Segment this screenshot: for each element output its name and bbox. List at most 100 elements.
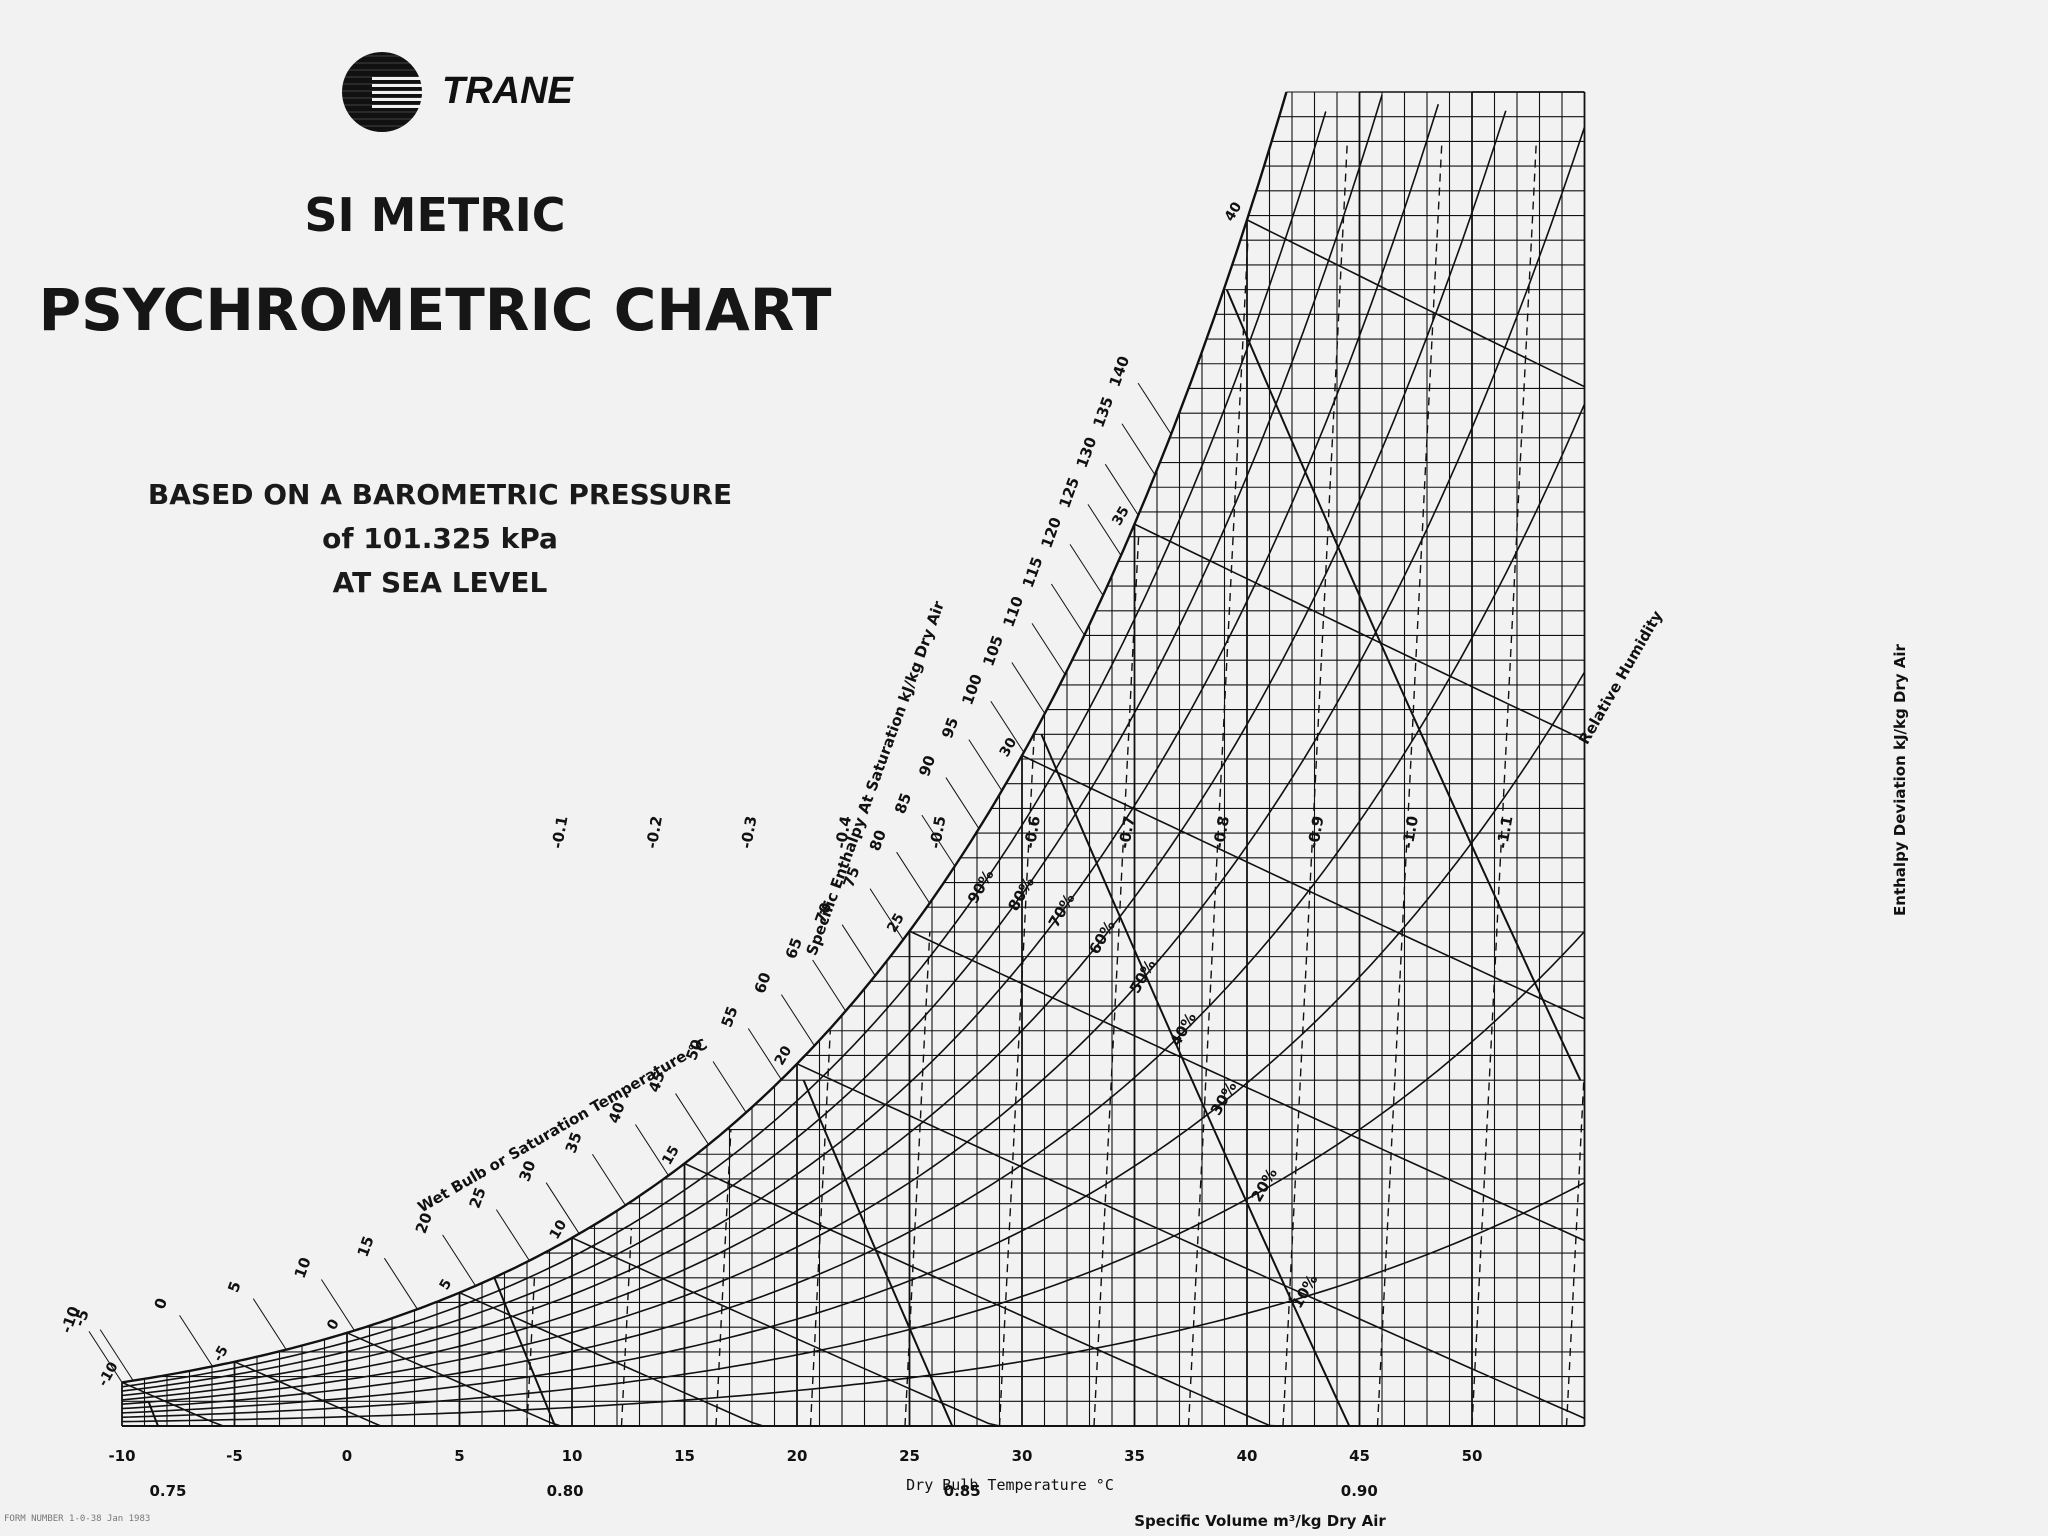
wet-bulb-line <box>909 930 1585 1242</box>
wet-bulb-line <box>684 1162 1281 1427</box>
enthalpy-tick-label: 15 <box>354 1234 378 1260</box>
enthalpy-deviation-label: -0.1 <box>548 815 571 850</box>
wet-bulb-label: 30 <box>997 735 1021 760</box>
rh-label: 40% <box>1166 1009 1200 1049</box>
rh-curve <box>121 110 1507 1401</box>
enthalpy-scale-tick <box>780 994 815 1046</box>
chart-curves <box>121 91 1586 1427</box>
rh-label: 20% <box>1247 1165 1281 1205</box>
enthalpy-deviation-line <box>1187 240 1249 1427</box>
form-number: FORM NUMBER 1-0-38 Jan 1983 <box>4 1514 151 1524</box>
enthalpy-tick-label: 30 <box>515 1158 539 1184</box>
enthalpy-scale-tick <box>179 1315 213 1367</box>
enthalpy-scale-tick <box>675 1093 709 1145</box>
enthalpy-deviation-label: -0.5 <box>926 815 949 850</box>
enthalpy-deviation-line <box>1376 141 1443 1427</box>
enthalpy-deviation-line <box>620 1228 633 1427</box>
enthalpy-tick-label: 105 <box>979 633 1007 669</box>
enthalpy-deviation-label: -0.2 <box>643 815 666 850</box>
wet-bulb-label: 25 <box>884 911 908 936</box>
enthalpy-deviation-label: -0.8 <box>1210 815 1233 850</box>
rh-scale-title: Relative Humidity <box>1575 607 1666 747</box>
specific-volume-line <box>802 1079 954 1427</box>
specific-volume-line <box>493 1277 557 1427</box>
enthalpy-deviation-line <box>904 931 931 1427</box>
enthalpy-deviation-label: -1.0 <box>1399 815 1422 850</box>
enthalpy-tick-label: 135 <box>1089 394 1117 430</box>
pressure-note-line3: AT SEA LEVEL <box>332 566 548 599</box>
pressure-note-line1: BASED ON A BAROMETRIC PRESSURE <box>147 478 733 511</box>
specific-volume-label: 0.85 <box>944 1482 981 1500</box>
specific-volume-line <box>1040 733 1351 1427</box>
enthalpy-tick-label: 10 <box>291 1255 315 1281</box>
brand-name: TRANE <box>442 70 573 112</box>
rh-label: 30% <box>1207 1078 1241 1118</box>
enthalpy-tick-label: 100 <box>958 672 986 708</box>
enthalpy-tick-label: 65 <box>782 935 806 961</box>
enthalpy-tick-label: 115 <box>1019 555 1047 591</box>
wet-bulb-line <box>1246 219 1585 388</box>
rh-curve <box>121 111 1327 1388</box>
x-tick-label: 45 <box>1349 1447 1370 1465</box>
wet-bulb-label: -10 <box>95 1359 122 1389</box>
rh-curve <box>121 1181 1585 1423</box>
enthalpy-deviation-label: -0.9 <box>1304 815 1327 850</box>
specific-volume-title: Specific Volume m³/kg Dry Air <box>1134 1512 1386 1530</box>
enthalpy-deviation-line <box>526 1277 536 1427</box>
enthalpy-deviation-line <box>998 734 1035 1427</box>
enthalpy-deviation-label: -0.3 <box>737 815 760 850</box>
specific-volume-line <box>1225 289 1582 1081</box>
rh-curve <box>121 94 1383 1392</box>
x-tick-label: 30 <box>1012 1447 1033 1465</box>
enthalpy-scale-tick <box>1011 662 1046 714</box>
x-tick-label: -10 <box>108 1447 135 1465</box>
enthalpy-scale-tick <box>945 777 980 829</box>
enthalpy-deviation-line <box>1093 536 1140 1427</box>
enthalpy-scale-tick <box>252 1298 287 1350</box>
x-axis-title: Dry Bulb Temperature °C <box>906 1476 1114 1494</box>
enthalpy-tick-label: 0 <box>151 1296 171 1312</box>
x-tick-label: 50 <box>1462 1447 1483 1465</box>
chart-title-line1: SI METRIC <box>304 188 566 242</box>
rh-curve <box>121 126 1586 1405</box>
enthalpy-scale-tick <box>921 814 956 867</box>
enthalpy-tick-label: 125 <box>1055 475 1083 511</box>
chart-title-line2: PSYCHROMETRIC CHART <box>38 276 832 344</box>
rh-label: 90% <box>964 867 998 907</box>
wet-bulb-title: Wet Bulb or Saturation Temperature °C <box>415 1035 711 1216</box>
wet-bulb-line <box>121 1381 224 1427</box>
wet-bulb-label: -5 <box>210 1343 232 1364</box>
enthalpy-scale-tick <box>747 1028 782 1080</box>
enthalpy-tick-label: 80 <box>866 828 890 854</box>
enthalpy-deviation-line <box>1282 141 1348 1427</box>
enthalpy-deviation-title: Enthalpy Deviation kJ/kg Dry Air <box>1891 643 1909 916</box>
enthalpy-tick-label: 120 <box>1038 515 1066 551</box>
enthalpy-deviation-line <box>715 1129 732 1427</box>
wet-bulb-line <box>1134 523 1585 741</box>
enthalpy-scale-tick <box>968 739 1003 791</box>
enthalpy-scale-tick <box>990 700 1025 753</box>
enthalpy-scale-tick <box>1087 504 1122 556</box>
enthalpy-scale-tick <box>841 924 876 976</box>
enthalpy-scale-tick <box>591 1154 626 1206</box>
enthalpy-scale-title: Specific Enthalpy At Saturation kJ/kg Dr… <box>803 598 949 958</box>
wet-bulb-label: 5 <box>437 1276 456 1292</box>
enthalpy-scale-tick <box>545 1182 580 1234</box>
enthalpy-scale-tick <box>1031 623 1066 675</box>
wet-bulb-line <box>1021 754 1585 1020</box>
enthalpy-scale-tick <box>320 1279 355 1331</box>
specific-volume-line <box>147 1400 159 1427</box>
x-tick-label: -5 <box>226 1447 243 1465</box>
enthalpy-tick-label: 60 <box>751 970 775 996</box>
wet-bulb-line <box>234 1361 382 1427</box>
enthalpy-scale-tick <box>1121 423 1156 476</box>
enthalpy-tick-label: 90 <box>915 753 939 779</box>
enthalpy-tick-label: 130 <box>1073 435 1101 471</box>
x-tick-label: 20 <box>787 1447 808 1465</box>
x-tick-label: 25 <box>899 1447 920 1465</box>
pressure-note-line2: of 101.325 kPa <box>322 522 558 555</box>
enthalpy-scale-tick <box>99 1329 134 1381</box>
wet-bulb-line <box>571 1237 1000 1427</box>
wet-bulb-label: 15 <box>659 1143 683 1168</box>
